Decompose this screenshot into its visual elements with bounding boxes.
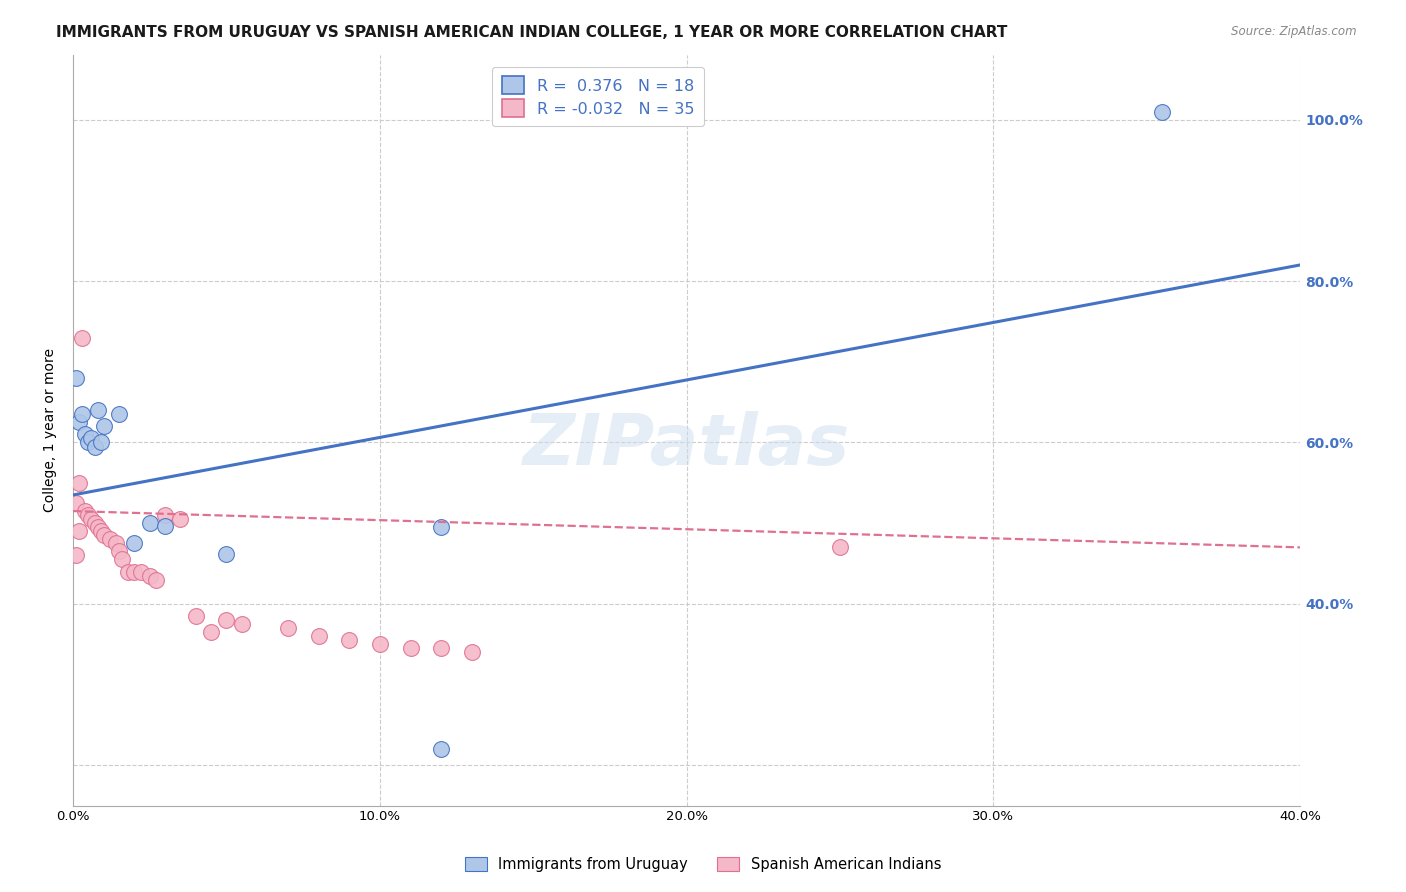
Point — [231, 617, 253, 632]
Point — [461, 645, 484, 659]
Point — [93, 419, 115, 434]
Point — [153, 518, 176, 533]
Point — [90, 524, 112, 539]
Point — [184, 609, 207, 624]
Text: ZIPatlas: ZIPatlas — [523, 411, 851, 480]
Point — [139, 568, 162, 582]
Point — [108, 407, 131, 421]
Point — [67, 475, 90, 490]
Point — [105, 536, 128, 550]
Point — [200, 625, 222, 640]
Point — [430, 742, 453, 756]
Point — [67, 524, 90, 539]
Point — [145, 573, 167, 587]
Point — [828, 541, 851, 555]
Point — [117, 565, 139, 579]
Point — [86, 520, 108, 534]
Point — [337, 633, 360, 648]
Point — [430, 641, 453, 656]
Point — [72, 330, 94, 344]
Point — [77, 435, 100, 450]
Point — [93, 528, 115, 542]
Legend: Immigrants from Uruguay, Spanish American Indians: Immigrants from Uruguay, Spanish America… — [458, 851, 948, 878]
Point — [124, 565, 146, 579]
Point — [153, 508, 176, 522]
Point — [1152, 104, 1174, 119]
Point — [215, 547, 238, 561]
Point — [368, 637, 391, 651]
Point — [75, 427, 97, 442]
Point — [399, 641, 422, 656]
Y-axis label: College, 1 year or more: College, 1 year or more — [44, 349, 58, 512]
Point — [308, 629, 330, 643]
Point — [77, 508, 100, 522]
Point — [169, 512, 191, 526]
Point — [277, 621, 299, 635]
Point — [129, 565, 152, 579]
Point — [98, 533, 121, 547]
Point — [83, 516, 105, 531]
Point — [75, 504, 97, 518]
Text: IMMIGRANTS FROM URUGUAY VS SPANISH AMERICAN INDIAN COLLEGE, 1 YEAR OR MORE CORRE: IMMIGRANTS FROM URUGUAY VS SPANISH AMERI… — [56, 25, 1008, 40]
Text: Source: ZipAtlas.com: Source: ZipAtlas.com — [1232, 25, 1357, 38]
Point — [80, 512, 103, 526]
Legend: R =  0.376   N = 18, R = -0.032   N = 35: R = 0.376 N = 18, R = -0.032 N = 35 — [492, 67, 704, 127]
Point — [83, 440, 105, 454]
Point — [67, 415, 90, 429]
Point — [215, 613, 238, 627]
Point — [65, 371, 87, 385]
Point — [80, 432, 103, 446]
Point — [65, 549, 87, 563]
Point — [90, 435, 112, 450]
Point — [108, 544, 131, 558]
Point — [72, 407, 94, 421]
Point — [430, 520, 453, 534]
Point — [111, 552, 134, 566]
Point — [65, 496, 87, 510]
Point — [86, 403, 108, 417]
Point — [139, 516, 162, 531]
Point — [124, 536, 146, 550]
